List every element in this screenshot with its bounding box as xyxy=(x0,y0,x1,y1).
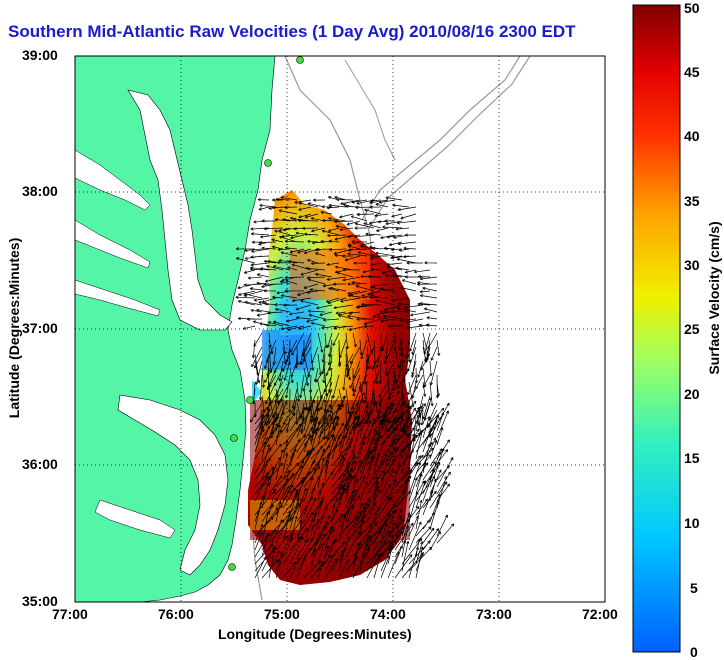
y-tick-label: 35:00 xyxy=(22,593,58,609)
x-tick-label: 76:00 xyxy=(158,606,194,622)
x-tick-label: 75:00 xyxy=(264,606,300,622)
y-tick-label: 37:00 xyxy=(22,320,58,336)
colorbar-label: Surface Velocity (cm/s) xyxy=(706,221,722,375)
y-tick-label: 39:00 xyxy=(22,47,58,63)
colorbar-tick-label: 30 xyxy=(684,257,700,273)
x-tick-label: 77:00 xyxy=(52,606,88,622)
colorbar-tick-label: 45 xyxy=(684,64,700,80)
radar-station xyxy=(228,563,236,571)
colorbar xyxy=(632,4,681,653)
x-tick-label: 72:00 xyxy=(582,606,618,622)
pamlico-sound xyxy=(117,394,229,576)
colorbar-tick-label: 15 xyxy=(684,450,700,466)
y-tick-label: 36:00 xyxy=(22,456,58,472)
radar-station xyxy=(230,434,238,442)
y-tick-label: 38:00 xyxy=(22,183,58,199)
velocity-arrow-set xyxy=(235,195,455,579)
velocity-vectors xyxy=(235,195,455,579)
radar-station xyxy=(246,396,254,404)
colorbar-tick-label: 40 xyxy=(684,128,700,144)
chesapeake-bay xyxy=(127,89,233,331)
radar-station xyxy=(296,56,304,64)
colorbar-tick-label: 20 xyxy=(684,386,700,402)
gridlines xyxy=(75,56,605,602)
x-tick-label: 73:00 xyxy=(476,606,512,622)
colorbar-tick-label: 25 xyxy=(684,321,700,337)
plot-frame xyxy=(74,55,606,603)
colorbar-tick-label: 5 xyxy=(690,580,698,596)
colorbar-tick-label: 50 xyxy=(684,0,700,16)
colorbar-tick-label: 35 xyxy=(684,193,700,209)
x-axis-label: Longitude (Degrees:Minutes) xyxy=(218,626,412,642)
colorbar-tick-label: 0 xyxy=(690,644,698,660)
radar-station xyxy=(264,159,272,167)
colorbar-tick-label: 10 xyxy=(684,515,700,531)
y-axis-label: Latitude (Degrees:Minutes) xyxy=(6,237,22,419)
map-title: Southern Mid-Atlantic Raw Velocities (1 … xyxy=(8,22,576,41)
x-tick-label: 74:00 xyxy=(370,606,406,622)
